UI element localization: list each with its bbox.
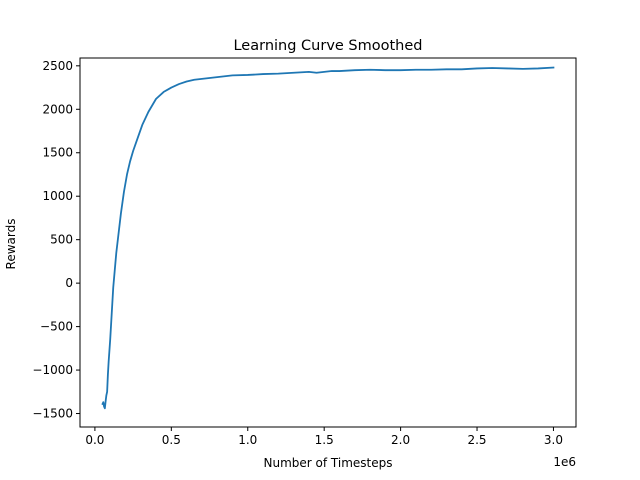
y-tick-label: 500 [50, 233, 73, 247]
x-tick-label: 0.5 [162, 433, 181, 447]
x-tick-label: 2.5 [467, 433, 486, 447]
y-axis-label: Rewards [4, 219, 18, 270]
axes-frame [79, 57, 577, 428]
y-tick-label: −1500 [32, 407, 73, 421]
y-tick-label: 1500 [42, 146, 73, 160]
axis-ticks: 0.0 0.5 1.0 1.5 2.0 2.5 3.0 −1500 −1000 −500 0 500 1… [32, 59, 563, 447]
x-axis-offset-label: 1e6 [553, 455, 576, 469]
series-line-0 [101, 66, 555, 410]
y-tick-label: −1000 [32, 363, 73, 377]
y-tick-label: 0 [65, 276, 73, 290]
plot-area [79, 57, 577, 428]
x-tick-label: 1.5 [315, 433, 334, 447]
x-tick-label: 2.0 [391, 433, 410, 447]
y-tick-label: 1000 [42, 189, 73, 203]
x-tick-label: 0.0 [85, 433, 104, 447]
x-tick-label: 1.0 [238, 433, 257, 447]
y-tick-label: −500 [40, 320, 73, 334]
x-tick-label: 3.0 [544, 433, 563, 447]
y-tick-label: 2000 [42, 102, 73, 116]
y-tick-label: 2500 [42, 59, 73, 73]
x-axis-label: Number of Timesteps [264, 456, 393, 470]
chart-title: Learning Curve Smoothed [233, 38, 422, 54]
